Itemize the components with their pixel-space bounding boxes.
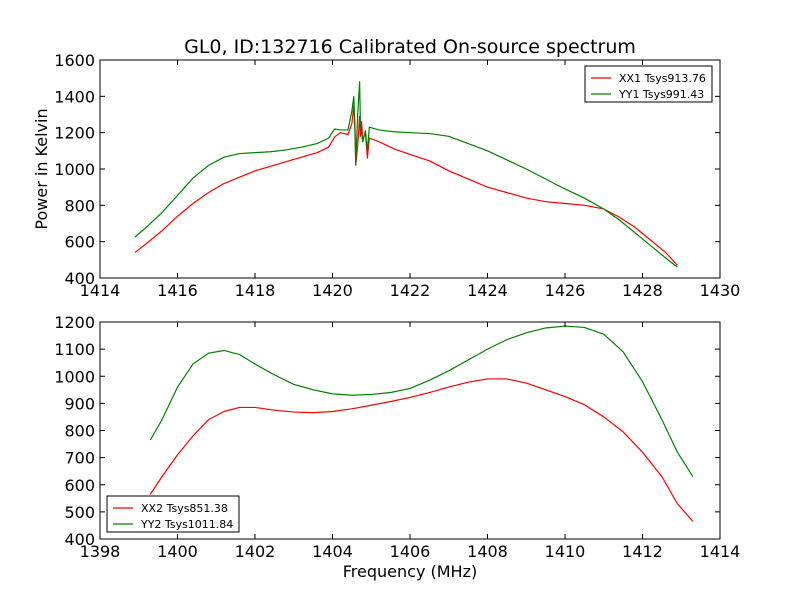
- y-tick-label: 400: [64, 269, 95, 288]
- x-tick-label: 1422: [390, 281, 431, 300]
- legend-entry: XX1 Tsys913.76: [619, 72, 706, 85]
- x-tick-label: 1428: [622, 281, 663, 300]
- x-tick-label: 1402: [235, 542, 276, 561]
- x-tick-label: 1412: [622, 542, 663, 561]
- x-tick-label: 1424: [467, 281, 508, 300]
- y-tick-label: 600: [64, 476, 95, 495]
- y-tick-label: 500: [64, 503, 95, 522]
- x-tick-label: 1410: [545, 542, 586, 561]
- legend-entry: YY1 Tsys991.43: [618, 88, 704, 101]
- x-tick-label: 1400: [157, 542, 198, 561]
- y-tick-label: 800: [64, 422, 95, 441]
- y-tick-label: 600: [64, 233, 95, 252]
- legend-box-panel-1: [584, 65, 713, 103]
- y-tick-label: 400: [64, 530, 95, 549]
- series-line-1-panel-1: [134, 104, 678, 266]
- x-tick-label: 1420: [312, 281, 353, 300]
- legend-entry: YY2 Tsys1011.84: [140, 518, 233, 531]
- y-tick-label: 900: [64, 394, 95, 413]
- x-tick-label: 1414: [700, 542, 741, 561]
- y-tick-label: 1100: [54, 340, 95, 359]
- x-tick-label: 1414: [80, 281, 121, 300]
- y-tick-label: 800: [64, 196, 95, 215]
- x-tick-label: 1416: [157, 281, 198, 300]
- chart-title: GL0, ID:132716 Calibrated On-source spec…: [184, 36, 636, 58]
- x-tick-label: 1406: [390, 542, 431, 561]
- legend-box-panel-2: [106, 495, 240, 533]
- x-tick-label: 1418: [235, 281, 276, 300]
- x-tick-label: 1398: [80, 542, 121, 561]
- y-axis-label: Power in Kelvin: [32, 108, 51, 229]
- y-tick-label: 1000: [54, 367, 95, 386]
- y-tick-label: 1000: [54, 160, 95, 179]
- y-tick-label: 1600: [54, 51, 95, 70]
- x-tick-label: 1408: [467, 542, 508, 561]
- y-tick-label: 700: [64, 449, 95, 468]
- x-tick-label: 1426: [545, 281, 586, 300]
- x-tick-label: 1404: [312, 542, 353, 561]
- y-tick-label: 1200: [54, 124, 95, 143]
- series-line-2-panel-2: [149, 325, 694, 477]
- y-tick-label: 1400: [54, 87, 95, 106]
- legend-entry: XX2 Tsys851.38: [141, 502, 228, 515]
- x-axis-label: Frequency (MHz): [343, 562, 477, 581]
- y-tick-label: 1200: [54, 313, 95, 332]
- series-line-1-panel-2: [149, 378, 694, 522]
- series-line-2-panel-1: [134, 81, 678, 268]
- x-tick-label: 1430: [700, 281, 741, 300]
